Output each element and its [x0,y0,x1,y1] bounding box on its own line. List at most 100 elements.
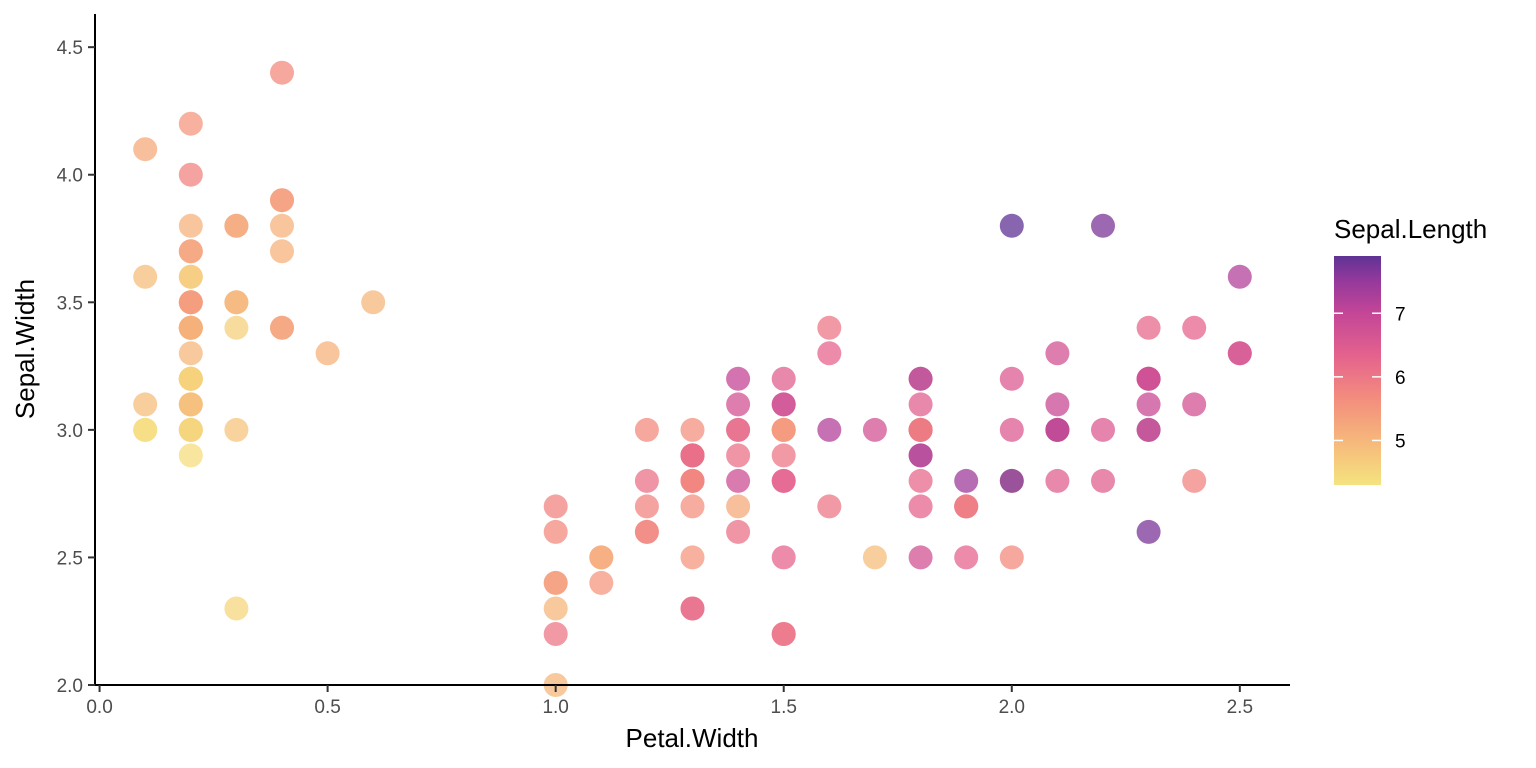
data-point [361,290,386,315]
data-point [999,366,1024,391]
y-tick-label: 4.5 [57,38,83,59]
legend-title: Sepal.Length [1334,214,1487,244]
data-point [999,468,1024,493]
data-point [270,239,294,264]
data-point [954,545,979,570]
data-point [224,596,249,621]
data-point [133,417,158,442]
data-point [680,545,705,570]
data-point [1136,366,1161,391]
data-point [133,137,158,162]
data-point [771,443,796,468]
data-point [908,443,933,468]
data-point [178,290,203,315]
data-point [908,494,933,519]
data-point [1227,341,1252,366]
data-point [1136,392,1161,417]
data-point [634,417,659,442]
data-point [771,622,796,646]
data-point [270,188,294,213]
data-point [908,417,933,442]
y-tick-label: 2.0 [57,676,83,697]
data-point [178,392,203,417]
data-point [726,468,751,493]
data-point [1136,417,1161,442]
data-point [817,494,842,519]
color-legend: Sepal.Length 5 6 7 [1334,214,1487,485]
data-point [680,494,705,519]
legend-tick-label: 6 [1395,368,1406,389]
x-tick-label: 0.5 [314,697,340,718]
data-point [543,519,568,544]
x-tick-label: 1.5 [771,697,797,718]
data-point [543,622,568,646]
data-point [634,494,659,519]
data-point [999,417,1024,442]
data-point [726,392,751,417]
data-point [908,392,933,417]
data-point [1045,417,1070,442]
y-tick-label: 3.5 [57,293,83,314]
legend-colorbar [1334,256,1381,485]
data-point [862,417,887,442]
data-point [771,392,796,417]
data-point [178,315,203,340]
data-point [1045,392,1070,417]
y-tick-label: 2.5 [57,548,83,569]
legend-tick-label: 5 [1395,431,1406,452]
data-point [908,366,933,391]
data-point [908,468,933,493]
data-point [315,341,340,366]
data-point [224,290,249,315]
data-point [1182,392,1207,417]
data-point [178,239,203,264]
data-point [1182,315,1207,340]
x-ticks-layer: 0.0 0.5 1.0 1.5 2.0 2.5 [86,685,1253,718]
data-point [771,417,796,442]
data-point [999,545,1024,570]
data-point [270,213,294,238]
data-point [634,468,659,493]
y-tick-label: 3.0 [57,421,83,442]
data-point [543,494,568,519]
data-point [1091,468,1115,493]
data-point [589,545,614,570]
x-tick-label: 1.0 [542,697,568,718]
data-point [680,596,705,621]
data-point [771,545,796,570]
data-point [1136,315,1161,340]
data-point [817,341,842,366]
data-point [1091,417,1115,442]
data-point [178,366,203,391]
data-point [680,443,705,468]
points-layer [133,60,1252,697]
data-point [133,392,158,417]
data-point [1045,468,1070,493]
data-point [726,443,751,468]
data-point [862,545,887,570]
data-point [270,60,294,85]
data-point [270,315,294,340]
data-point [954,468,979,493]
data-point [908,545,933,570]
data-point [543,596,568,621]
data-point [224,213,249,238]
data-point [178,162,203,187]
data-point [178,213,203,238]
x-axis-title: Petal.Width [626,723,759,753]
y-tick-label: 4.0 [57,166,83,187]
data-point [1227,264,1252,289]
y-axis-title: Sepal.Width [10,279,40,419]
data-point [1045,341,1070,366]
data-point [771,468,796,493]
data-point [1182,468,1207,493]
data-point [634,519,659,544]
data-point [680,417,705,442]
data-point [543,570,568,595]
x-tick-label: 2.5 [1227,697,1253,718]
data-point [224,417,249,442]
x-tick-label: 2.0 [999,697,1025,718]
data-point [178,417,203,442]
